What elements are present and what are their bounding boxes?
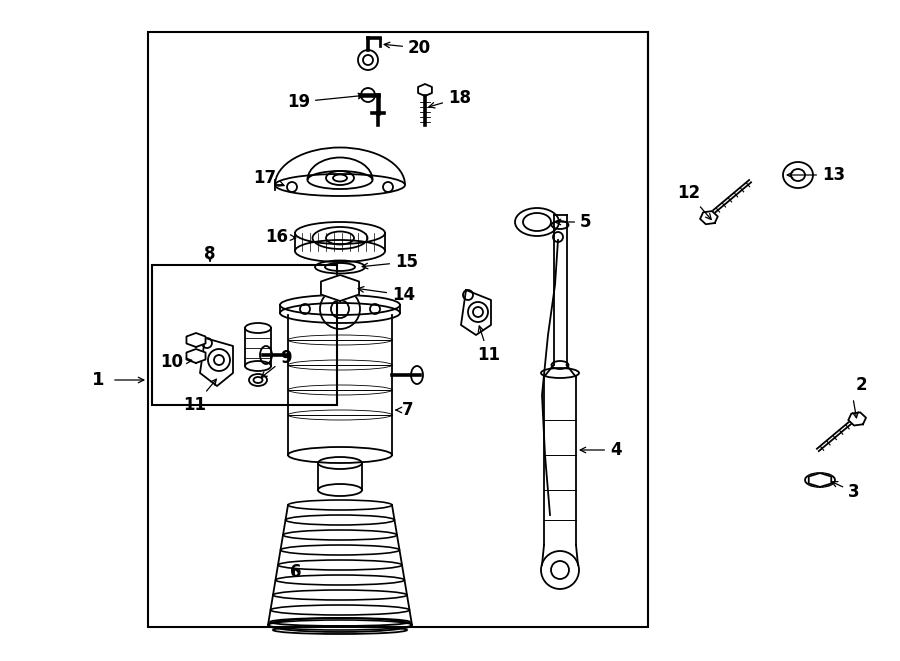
Text: 2: 2: [856, 376, 868, 394]
Text: 12: 12: [677, 184, 711, 219]
Polygon shape: [186, 349, 205, 363]
Text: 7: 7: [396, 401, 414, 419]
Text: 3: 3: [832, 482, 860, 501]
Text: 15: 15: [362, 253, 418, 271]
Text: 13: 13: [788, 166, 845, 184]
Text: 1: 1: [92, 371, 104, 389]
Text: 4: 4: [580, 441, 622, 459]
Text: 20: 20: [384, 39, 431, 57]
Polygon shape: [321, 275, 359, 301]
Bar: [148, 32, 648, 627]
Bar: [152, 265, 337, 405]
Text: 8: 8: [204, 245, 216, 263]
Text: 18: 18: [429, 89, 471, 108]
Text: 14: 14: [358, 286, 415, 304]
Text: 16: 16: [265, 228, 296, 246]
Polygon shape: [186, 333, 205, 347]
Text: 19: 19: [287, 93, 364, 111]
Text: 5: 5: [555, 213, 591, 231]
Text: 11: 11: [477, 326, 500, 364]
Text: 17: 17: [253, 169, 284, 187]
Polygon shape: [849, 412, 866, 426]
Polygon shape: [700, 211, 718, 224]
Text: 6: 6: [290, 563, 302, 581]
Text: 10: 10: [160, 353, 192, 371]
Text: 9: 9: [261, 349, 292, 377]
Polygon shape: [418, 84, 432, 96]
Text: 11: 11: [184, 379, 216, 414]
Polygon shape: [809, 473, 832, 487]
